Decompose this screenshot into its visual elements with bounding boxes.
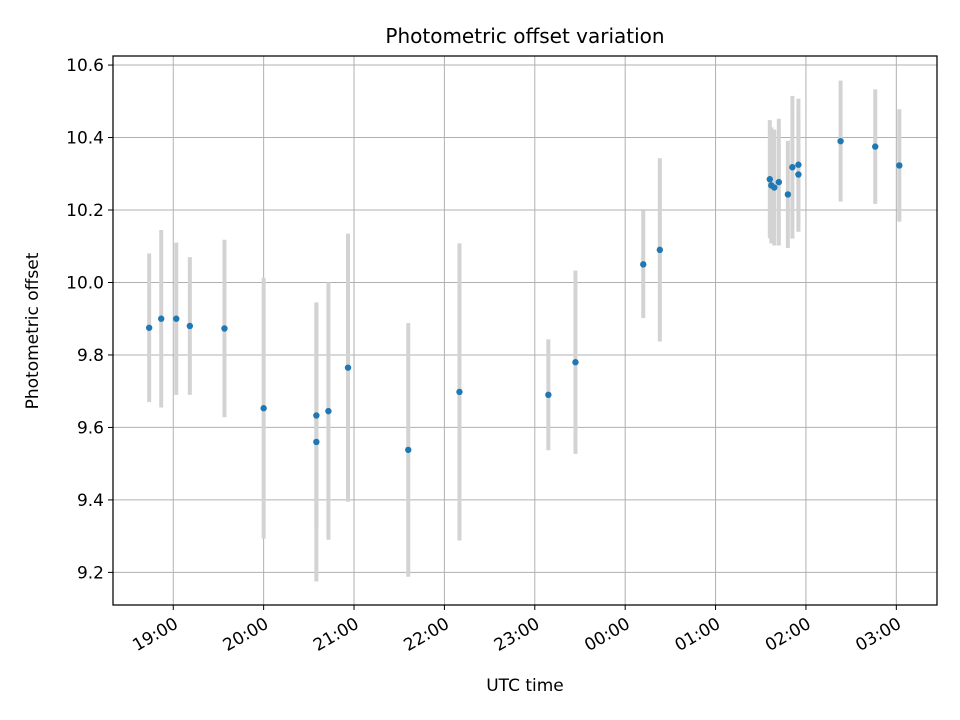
y-tick-label: 9.2 (77, 563, 104, 583)
data-point (313, 438, 320, 446)
data-point (789, 164, 796, 171)
data-point (221, 325, 228, 332)
y-axis-label: Photometric offset (23, 252, 43, 409)
data-points (145, 137, 903, 454)
chart-title: Photometric offset variation (385, 24, 664, 48)
y-tick-label: 9.4 (77, 491, 104, 511)
data-point (145, 324, 153, 331)
y-axis-ticks: 9.2 9.4 9.6 9.8 10.0 10.2 10.4 10.6 (66, 56, 113, 583)
data-point (896, 162, 903, 169)
data-point (766, 176, 773, 183)
data-point (158, 315, 165, 322)
data-point (837, 137, 844, 145)
data-point (186, 322, 194, 330)
data-point (325, 407, 332, 415)
grid (113, 56, 937, 605)
data-point (771, 184, 778, 191)
data-point (795, 161, 802, 168)
data-point (775, 178, 783, 186)
plot-frame (112, 55, 938, 606)
data-point (656, 246, 664, 254)
y-tick-label: 9.6 (77, 418, 104, 438)
y-tick-label: 10.0 (66, 273, 104, 293)
data-point (405, 446, 412, 454)
data-point (572, 359, 579, 366)
x-axis-label: UTC time (486, 676, 564, 696)
y-tick-label: 10.2 (66, 201, 104, 221)
data-point (260, 405, 267, 412)
data-point (872, 143, 879, 150)
data-point (784, 191, 792, 198)
data-point (640, 261, 647, 268)
data-point (313, 412, 320, 419)
y-tick-label: 10.6 (66, 56, 104, 76)
data-point (795, 171, 802, 178)
y-tick-label: 10.4 (66, 129, 104, 149)
data-point (456, 388, 463, 396)
data-point (344, 364, 352, 371)
data-point (173, 315, 180, 322)
data-point (545, 391, 552, 399)
y-tick-label: 9.8 (77, 346, 104, 366)
